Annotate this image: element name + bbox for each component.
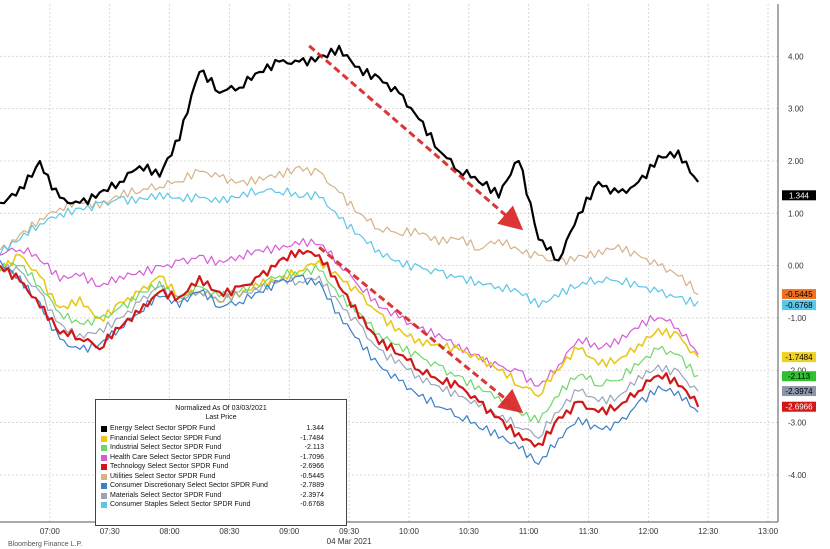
last-value-label-4: -2.113 bbox=[788, 372, 811, 381]
legend-item-8: Consumer Staples Select Sector SPDR Fund… bbox=[96, 500, 346, 510]
x-tick-label-5: 09:30 bbox=[339, 527, 360, 536]
last-value-badge-0 bbox=[782, 190, 816, 201]
y-tick-label-0: 4.00 bbox=[788, 52, 804, 61]
y-tick-label-5: -1.00 bbox=[788, 314, 807, 323]
last-value-badge-6 bbox=[782, 401, 816, 412]
footer-credit: Bloomberg Finance L.P. bbox=[8, 541, 83, 548]
legend-item-0: Energy Select Sector SPDR Fund 1.344 bbox=[96, 424, 346, 434]
series-line-7 bbox=[0, 264, 699, 439]
x-tick-label-0: 07:00 bbox=[40, 527, 61, 536]
legend-item-3: Health Care Select Sector SPDR Fund -1.70… bbox=[96, 453, 346, 463]
legend-rows: Energy Select Sector SPDR Fund 1.344 Finan… bbox=[96, 424, 346, 510]
last-value-badge-2 bbox=[782, 300, 816, 311]
legend-item-6: Consumer Discretionary Select Sector SPD… bbox=[96, 481, 346, 491]
legend-title: Normalized As Of 03/03/2021 bbox=[175, 405, 267, 412]
last-value-label-1: -0.5445 bbox=[785, 290, 813, 299]
trend-arrow-1 bbox=[318, 246, 524, 414]
x-tick-label-9: 11:30 bbox=[579, 527, 599, 536]
last-value-label-2: -0.6768 bbox=[785, 301, 813, 310]
last-value-label-0: 1.344 bbox=[789, 191, 810, 200]
legend-value-2: -2.113 bbox=[304, 444, 324, 451]
legend-item-1: Financial Select Sector SPDR Fund -1.7484 bbox=[96, 434, 346, 444]
y-tick-label-3: 1.00 bbox=[788, 209, 804, 218]
legend-swatch-4 bbox=[101, 464, 107, 470]
legend-label-5: Utilities Select Sector SPDR Fund bbox=[110, 472, 216, 480]
legend: Normalized As Of 03/03/2021 Last Price E… bbox=[95, 399, 347, 526]
date-label: 04 Mar 2021 bbox=[327, 537, 372, 546]
legend-value-3: -1.7096 bbox=[300, 453, 324, 461]
x-tick-label-10: 12:00 bbox=[638, 527, 659, 536]
series-line-4 bbox=[0, 248, 700, 448]
last-value-label-5: -2.3974 bbox=[785, 387, 813, 396]
last-value-badge-3 bbox=[782, 352, 816, 363]
legend-swatch-1 bbox=[101, 435, 107, 442]
series-line-0 bbox=[0, 44, 700, 262]
last-value-label-6: -2.6966 bbox=[785, 403, 813, 412]
legend-swatch-3 bbox=[101, 454, 107, 461]
last-value-badge-5 bbox=[782, 386, 816, 397]
series-line-1 bbox=[0, 253, 699, 398]
legend-value-4: -2.6966 bbox=[300, 463, 324, 470]
legend-label-3: Health Care Select Sector SPDR Fund bbox=[110, 453, 231, 461]
legend-label-0: Energy Select Sector SPDR Fund bbox=[110, 425, 216, 432]
legend-value-6: -2.7889 bbox=[300, 482, 324, 489]
legend-swatch-6 bbox=[101, 483, 107, 489]
x-tick-label-1: 07:30 bbox=[100, 527, 121, 536]
x-tick-label-12: 13:00 bbox=[758, 527, 779, 536]
legend-label-8: Consumer Staples Select Sector SPDR Fund bbox=[110, 501, 251, 508]
x-tick-label-2: 08:00 bbox=[160, 527, 181, 536]
x-tick-label-3: 08:30 bbox=[219, 527, 240, 536]
legend-swatch-7 bbox=[101, 492, 107, 499]
legend-item-2: Industrial Select Sector SPDR Fund -2.113 bbox=[96, 443, 346, 453]
y-tick-label-6: -2.00 bbox=[788, 366, 807, 375]
legend-swatch-8 bbox=[101, 502, 107, 508]
legend-swatch-2 bbox=[101, 445, 107, 451]
legend-label-4: Technology Select Sector SPDR Fund bbox=[110, 463, 229, 470]
x-tick-label-4: 09:00 bbox=[279, 527, 300, 536]
y-tick-label-7: -3.00 bbox=[788, 419, 807, 428]
legend-swatch-5 bbox=[101, 473, 107, 480]
legend-label-2: Industrial Select Sector SPDR Fund bbox=[110, 444, 222, 451]
legend-label-1: Financial Select Sector SPDR Fund bbox=[110, 434, 221, 442]
last-value-badge-1 bbox=[782, 289, 816, 300]
y-tick-label-2: 2.00 bbox=[788, 157, 804, 166]
series-line-5 bbox=[0, 165, 699, 295]
last-value-label-3: -1.7484 bbox=[785, 353, 813, 362]
legend-value-7: -2.3974 bbox=[300, 491, 324, 499]
y-tick-label-1: 3.00 bbox=[788, 105, 804, 114]
x-tick-label-7: 10:30 bbox=[459, 527, 480, 536]
legend-swatch-0 bbox=[101, 426, 107, 432]
x-tick-label-11: 12:30 bbox=[698, 527, 719, 536]
y-tick-label-4: 0.00 bbox=[788, 262, 804, 271]
y-tick-label-8: -4.00 bbox=[788, 471, 807, 480]
legend-label-7: Materials Select Sector SPDR Fund bbox=[110, 491, 222, 499]
legend-value-5: -0.5445 bbox=[300, 472, 324, 480]
x-tick-label-6: 10:00 bbox=[399, 527, 420, 536]
legend-value-8: -0.6768 bbox=[300, 501, 324, 508]
legend-label-6: Consumer Discretionary Select Sector SPD… bbox=[110, 482, 268, 489]
trend-arrow-0 bbox=[308, 44, 524, 231]
legend-value-1: -1.7484 bbox=[300, 434, 324, 442]
legend-value-0: 1.344 bbox=[306, 425, 324, 432]
legend-subtitle: Last Price bbox=[205, 414, 237, 421]
legend-item-7: Materials Select Sector SPDR Fund -2.3974 bbox=[96, 491, 346, 501]
series-line-8 bbox=[0, 187, 699, 309]
legend-item-5: Utilities Select Sector SPDR Fund -0.5445 bbox=[96, 472, 346, 482]
legend-item-4: Technology Select Sector SPDR Fund -2.696… bbox=[96, 462, 346, 472]
last-value-badge-4 bbox=[782, 371, 816, 382]
series-line-6 bbox=[0, 260, 699, 465]
x-tick-label-8: 11:00 bbox=[519, 527, 539, 536]
